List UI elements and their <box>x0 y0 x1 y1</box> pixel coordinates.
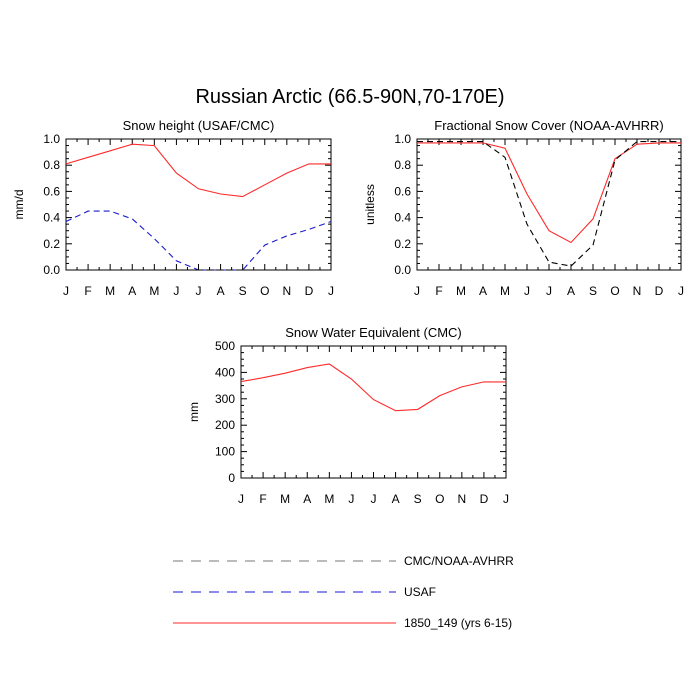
x-tick-label: A <box>217 284 225 298</box>
x-tick-label: A <box>392 492 400 506</box>
x-tick-label: M <box>149 284 159 298</box>
x-tick-label: J <box>328 284 334 298</box>
x-tick-label: J <box>503 492 509 506</box>
x-tick-label: S <box>589 284 597 298</box>
x-tick-label: J <box>678 284 684 298</box>
x-tick-label: O <box>435 492 444 506</box>
y-tick-label: 0.2 <box>43 237 60 251</box>
legend-item: CMC/NOAA-AVHRR <box>173 554 514 568</box>
legend-item: 1850_149 (yrs 6-15) <box>173 616 512 630</box>
x-tick-label: A <box>567 284 575 298</box>
y-tick-label: 0.0 <box>394 263 411 277</box>
y-tick-label: 1.0 <box>43 132 60 146</box>
y-tick-label: 400 <box>215 365 235 379</box>
legend-label: 1850_149 (yrs 6-15) <box>404 616 512 630</box>
chart-panel-1: Snow height (USAF/CMC)mm/dJ F M A M J J A S O N D J0… <box>12 118 334 298</box>
x-tick-label: J <box>348 492 354 506</box>
legend: CMC/NOAA-AVHRR USAF 1850_149 (yrs 6-15) <box>173 554 514 630</box>
x-tick-label: J <box>371 492 377 506</box>
x-tick-label: F <box>259 492 266 506</box>
y-axis-label: mm <box>187 402 201 422</box>
series-line-1850-149-yrs-6-15 <box>240 363 506 412</box>
x-tick-label: N <box>633 284 642 298</box>
chart-panel-3: Snow Water Equivalent (CMC)mmJ F M A M J J A S O N… <box>187 325 509 506</box>
plot-frame <box>416 138 682 271</box>
x-tick-label: S <box>414 492 422 506</box>
chart-panels: Snow height (USAF/CMC)mm/dJ F M A M J J A S O N D J0… <box>12 118 684 506</box>
panel-title: Fractional Snow Cover (NOAA-AVHRR) <box>434 118 663 133</box>
panel-title: Snow height (USAF/CMC) <box>123 118 275 133</box>
x-tick-label: J <box>414 284 420 298</box>
legend-label: USAF <box>404 585 436 599</box>
y-tick-label: 200 <box>215 418 235 432</box>
x-tick-label: A <box>303 492 311 506</box>
main-title: Russian Arctic (66.5-90N,70-170E) <box>195 86 504 108</box>
x-tick-label: J <box>63 284 69 298</box>
y-tick-label: 0.6 <box>394 184 411 198</box>
legend-item: USAF <box>173 585 436 599</box>
x-tick-label: S <box>239 284 247 298</box>
y-tick-label: 0.2 <box>394 237 411 251</box>
x-tick-label: A <box>128 284 136 298</box>
panel-title: Snow Water Equivalent (CMC) <box>285 325 462 340</box>
legend-label: CMC/NOAA-AVHRR <box>404 554 514 568</box>
x-tick-label: M <box>500 284 510 298</box>
series-line-1850-149-yrs-6-15 <box>417 142 681 244</box>
x-tick-label: J <box>238 492 244 506</box>
x-tick-label: J <box>524 284 530 298</box>
x-tick-label: O <box>610 284 619 298</box>
plot-frame <box>240 345 507 479</box>
x-tick-label: J <box>546 284 552 298</box>
x-tick-label: J <box>196 284 202 298</box>
x-tick-label: M <box>105 284 115 298</box>
y-tick-label: 300 <box>215 392 235 406</box>
y-axis-label: mm/d <box>12 190 26 220</box>
y-axis-label: unitless <box>363 184 377 225</box>
x-tick-label: M <box>324 492 334 506</box>
y-tick-label: 100 <box>215 445 235 459</box>
x-tick-label: D <box>480 492 489 506</box>
y-tick-label: 500 <box>215 339 235 353</box>
x-tick-label: D <box>655 284 664 298</box>
series-line-cmc-noaa-avhrr <box>417 141 681 267</box>
y-tick-label: 0.8 <box>394 158 411 172</box>
x-tick-label: M <box>280 492 290 506</box>
x-tick-label: J <box>173 284 179 298</box>
x-tick-label: N <box>282 284 291 298</box>
plot-frame <box>65 138 332 271</box>
x-tick-label: A <box>479 284 487 298</box>
series-line-1850-149-yrs-6-15 <box>65 143 331 198</box>
x-tick-label: F <box>84 284 91 298</box>
y-tick-label: 0.4 <box>43 211 60 225</box>
y-tick-label: 0 <box>228 471 235 485</box>
x-tick-label: O <box>260 284 269 298</box>
x-tick-label: N <box>457 492 466 506</box>
y-tick-label: 0.8 <box>43 158 60 172</box>
series-line-usaf <box>65 210 332 271</box>
y-tick-label: 1.0 <box>394 132 411 146</box>
x-tick-label: F <box>435 284 442 298</box>
chart-panel-2: Fractional Snow Cover (NOAA-AVHRR) unitle… <box>363 118 684 298</box>
x-tick-label: M <box>456 284 466 298</box>
y-tick-label: 0.6 <box>43 184 60 198</box>
x-tick-label: D <box>305 284 314 298</box>
y-tick-label: 0.4 <box>394 211 411 225</box>
y-tick-label: 0.0 <box>43 263 60 277</box>
